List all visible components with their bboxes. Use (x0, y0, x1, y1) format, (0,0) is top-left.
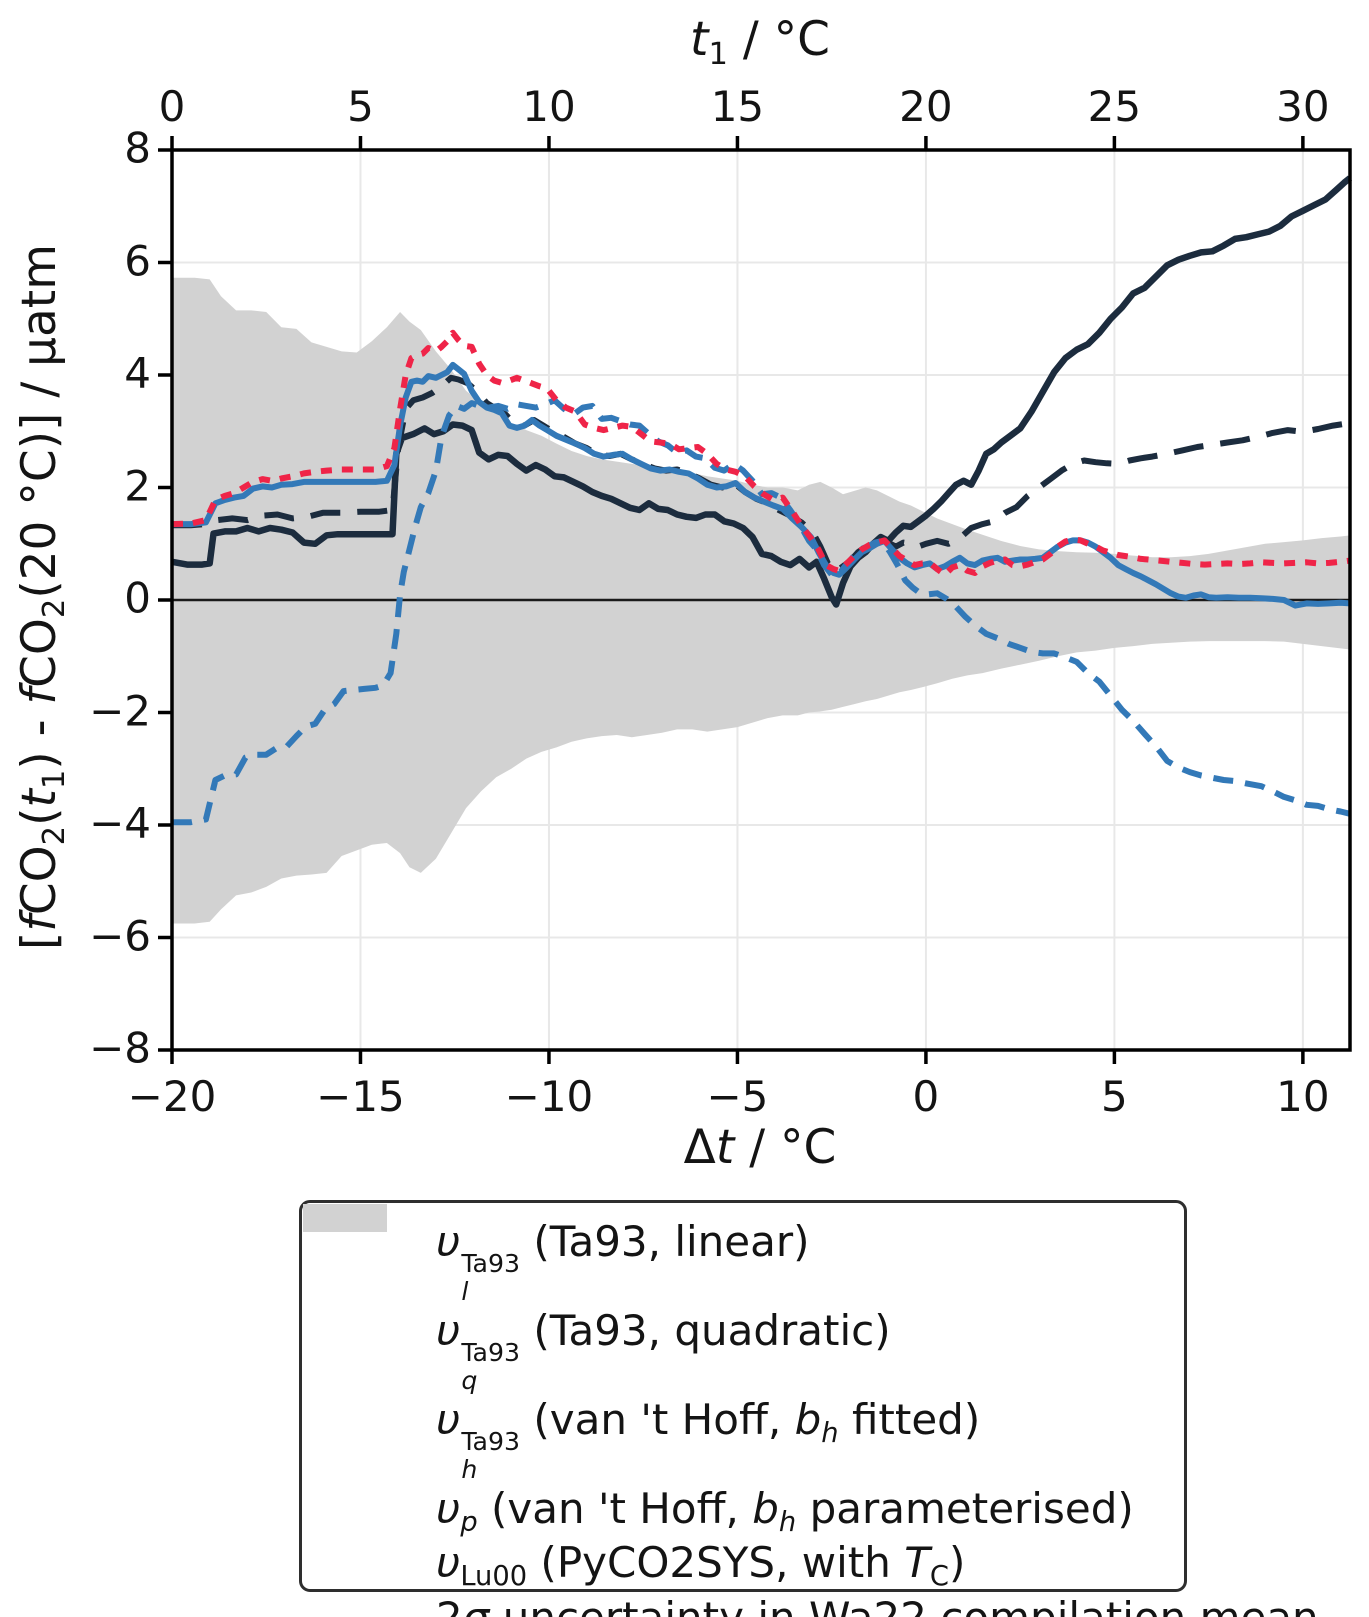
label-text: Δ (683, 1120, 716, 1175)
label-text: (van 't Hoff, (520, 1395, 795, 1445)
y-tick-label: 2 (124, 461, 151, 511)
label-text: 1 (708, 37, 728, 73)
legend-label: υ Ta93 q (Ta93, quadratic) (436, 1306, 891, 1395)
series-line-2 (172, 397, 1351, 826)
label-text: ( (11, 807, 67, 826)
top-axis-label: t1 / °C (690, 12, 830, 72)
label-text: f (11, 915, 67, 932)
legend-item: υp (van 't Hoff, bh parameterised) (303, 1214, 1162, 1538)
label-text: 1 (37, 769, 73, 790)
label-text: (van 't Hoff, (477, 1484, 753, 1534)
legend-label: υ Ta93 l (Ta93, linear) (436, 1217, 810, 1306)
top-tick-label: 10 (522, 82, 576, 131)
label-text: (20 °C)] / µatm (11, 243, 67, 599)
math-superscript: Ta93 (461, 1337, 521, 1367)
y-tick-label: −8 (89, 1023, 151, 1073)
label-text: / °C (727, 12, 830, 67)
label-text: t (690, 12, 709, 67)
label-text: (Ta93, linear) (520, 1217, 810, 1266)
label-text: CO (11, 618, 67, 688)
label-text: t (715, 1120, 735, 1175)
top-tick-label: 15 (710, 82, 765, 131)
label-text: [ (11, 931, 67, 951)
bottom-tick-label: −5 (706, 1072, 769, 1121)
y-tick-label: 8 (124, 123, 151, 173)
bottom-tick-label: 5 (1101, 1072, 1128, 1121)
y-tick-label: 4 (124, 348, 151, 398)
math-subscript: l (461, 1276, 469, 1306)
bottom-tick-label: −10 (504, 1072, 594, 1121)
label-text: h (778, 1507, 797, 1539)
label-text: parameterised) (796, 1484, 1134, 1534)
y-tick-label: −4 (89, 798, 151, 848)
label-text: (Ta93, quadratic) (520, 1306, 891, 1356)
bottom-tick-label: −15 (316, 1072, 405, 1121)
top-tick-label: 30 (1276, 82, 1330, 131)
label-text: b (752, 1484, 779, 1534)
label-text: σ (463, 1593, 490, 1617)
legend-item: υLu00 (PyCO2SYS, with TC) (303, 1214, 1162, 1593)
math-subscript: h (461, 1454, 478, 1484)
math-supsub: Ta93 h (460, 1426, 521, 1484)
label-text: CO (11, 845, 67, 916)
label-text: 2 (37, 598, 73, 619)
y-tick-label: 0 (124, 573, 151, 623)
label-text: υ (436, 1395, 461, 1445)
math-superscript: Ta93 (461, 1248, 521, 1278)
top-tick-label: 5 (347, 82, 374, 131)
legend-item: υ Ta93 l (Ta93, linear) (303, 1214, 1162, 1306)
label-text: f (11, 687, 67, 705)
legend-label: 2σ uncertainty in Wa22 compilation mean (436, 1593, 1319, 1617)
math-superscript: Ta93 (461, 1426, 521, 1456)
label-text: υ (436, 1217, 461, 1266)
label-text: / °C (734, 1120, 837, 1175)
legend-label: υLu00 (PyCO2SYS, with TC) (436, 1538, 965, 1592)
top-tick-label: 20 (899, 82, 953, 131)
bottom-tick-label: 0 (912, 1072, 940, 1121)
legend-label: υp (van 't Hoff, bh parameterised) (436, 1484, 1134, 1538)
top-tick-label: 25 (1087, 82, 1142, 131)
label-text: ) (948, 1538, 966, 1588)
gray-patch-icon (303, 1204, 387, 1232)
legend-item: υ Ta93 h (van 't Hoff, bh fitted) (303, 1214, 1162, 1484)
y-axis-label: [fCO2(t1) - fCO2(20 °C)] / µatm (12, 244, 72, 950)
math-supsub: Ta93 q (460, 1337, 521, 1395)
x-axis-label: Δt / °C (684, 1120, 837, 1175)
label-text: fitted) (838, 1395, 981, 1445)
label-text: Lu00 (460, 1561, 528, 1593)
y-tick-label: 6 (124, 236, 151, 286)
legend-item: 2σ uncertainty in Wa22 compilation mean (303, 1204, 1319, 1617)
legend: υ Ta93 l (Ta93, linear) υ Ta93 q (Ta93, quadr… (299, 1200, 1319, 1617)
label-text: υ (436, 1538, 461, 1588)
series-line-0 (171, 175, 1353, 608)
label-text: 2 (37, 825, 73, 846)
label-text: (PyCO2SYS, with (527, 1538, 905, 1588)
label-text: T (904, 1538, 930, 1588)
label-text: t (11, 789, 67, 808)
math-supsub: Ta93 l (460, 1248, 521, 1306)
y-tick-label: −6 (89, 911, 151, 961)
label-text: ) - (11, 704, 67, 770)
label-text: h (821, 1418, 839, 1450)
series-line-4 (171, 329, 1351, 578)
legend-label: υ Ta93 h (van 't Hoff, bh fitted) (436, 1395, 980, 1484)
y-tick-label: −2 (89, 686, 151, 736)
legend-item: υ Ta93 q (Ta93, quadratic) (303, 1214, 1162, 1395)
top-tick-label: 0 (158, 82, 186, 131)
bottom-tick-label: −20 (127, 1072, 217, 1121)
label-text: b (794, 1395, 822, 1445)
label-text: υ (436, 1306, 461, 1356)
label-text: 2 (436, 1593, 463, 1617)
math-subscript: q (461, 1365, 478, 1395)
bottom-tick-label: 10 (1276, 1072, 1330, 1121)
label-text: C (929, 1561, 949, 1593)
label-text: uncertainty in Wa22 compilation mean (489, 1593, 1319, 1617)
label-text: p (460, 1507, 478, 1539)
label-text: υ (436, 1484, 461, 1534)
